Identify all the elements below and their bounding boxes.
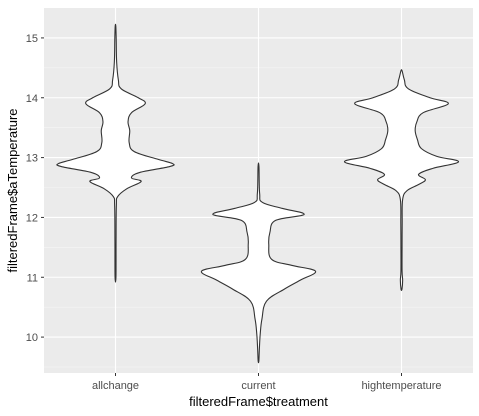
y-tick-label: 12	[26, 212, 38, 224]
y-tick-label: 11	[27, 272, 38, 284]
x-axis: allchange current hightemperature	[92, 373, 442, 392]
violin-hightemperature	[343, 69, 460, 291]
violin-current	[200, 162, 317, 364]
y-axis: 10 11 12 13 14 15	[26, 33, 44, 344]
x-tick-label-allchange: allchange	[92, 380, 139, 392]
y-tick-label: 15	[26, 33, 38, 45]
x-tick-label-current: current	[241, 380, 275, 392]
x-tick-label-hightemperature: hightemperature	[361, 380, 441, 392]
y-axis-title: filteredFrame$aTemperature	[5, 108, 20, 272]
y-tick-label: 14	[26, 93, 38, 105]
y-tick-label: 10	[26, 332, 38, 344]
y-tick-label: 13	[26, 153, 38, 165]
x-axis-title: filteredFrame$treatment	[189, 394, 328, 409]
violin-allchange	[56, 23, 175, 283]
violins	[56, 23, 460, 364]
